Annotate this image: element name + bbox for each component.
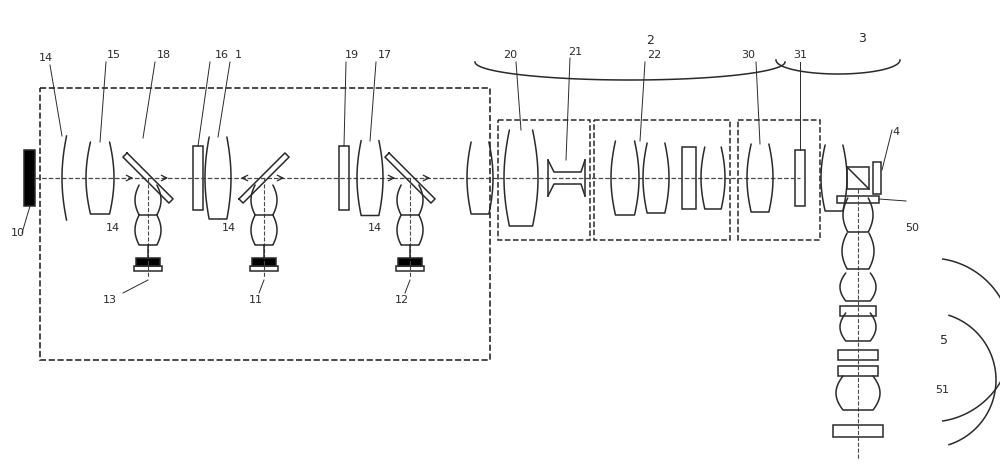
Bar [136,258,160,266]
Text: 30: 30 [741,50,755,60]
Text: 14: 14 [39,53,53,63]
Bar [252,258,276,266]
Text: 51: 51 [935,385,949,395]
Bar [847,167,869,189]
Bar [250,266,278,271]
Bar [398,258,422,266]
Text: 21: 21 [568,47,582,57]
Text: 22: 22 [647,50,661,60]
Text: 19: 19 [345,50,359,60]
Text: 14: 14 [106,223,120,233]
Bar [838,350,878,360]
Text: 10: 10 [11,228,25,238]
Text: 18: 18 [157,50,171,60]
Text: 20: 20 [503,50,517,60]
Text: 31: 31 [793,50,807,60]
Text: 14: 14 [222,223,236,233]
Bar [193,146,203,210]
Text: 12: 12 [395,295,409,305]
Bar [873,162,881,194]
Bar [837,195,879,202]
Bar [396,266,424,271]
Text: 3: 3 [858,32,866,44]
Text: 2: 2 [646,34,654,46]
Text: 50: 50 [905,223,919,233]
Bar [795,150,805,206]
Bar [833,425,883,437]
Bar [134,266,162,271]
Text: 5: 5 [940,333,948,347]
Text: 17: 17 [378,50,392,60]
Text: 1: 1 [234,50,242,60]
Text: 4: 4 [892,127,900,137]
Text: 16: 16 [215,50,229,60]
Bar [24,150,35,206]
Text: 14: 14 [368,223,382,233]
Text: 13: 13 [103,295,117,305]
Bar [682,147,696,209]
Text: 11: 11 [249,295,263,305]
Bar [838,366,878,376]
Bar [840,306,876,316]
Text: 15: 15 [107,50,121,60]
Bar [339,146,349,210]
